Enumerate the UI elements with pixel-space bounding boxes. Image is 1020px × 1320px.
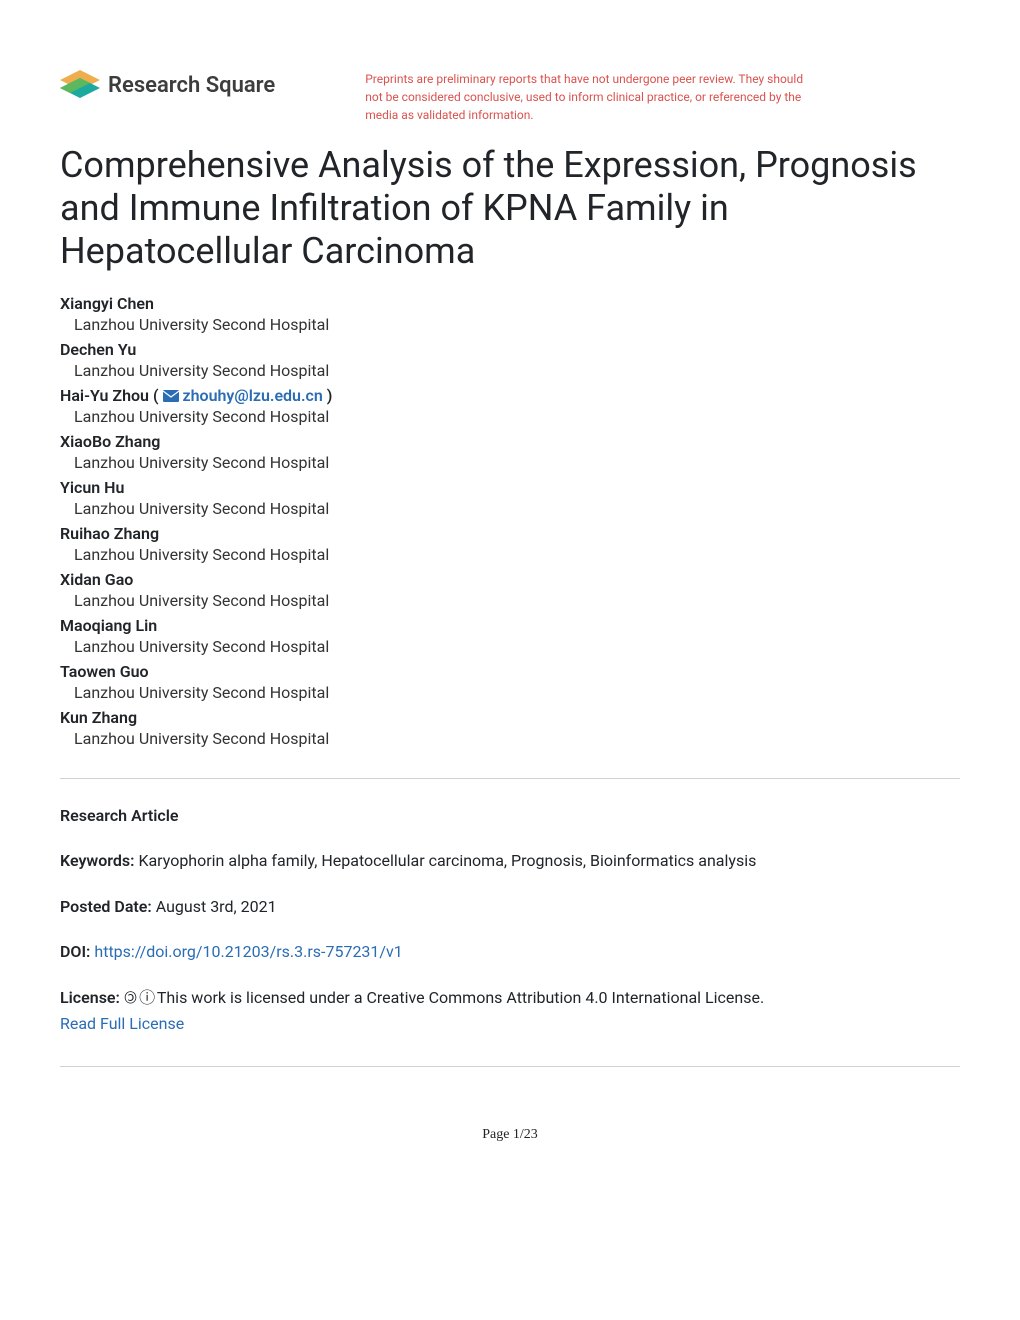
author-block: Taowen Guo Lanzhou University Second Hosp… <box>60 662 960 702</box>
author-name: Taowen Guo <box>60 662 960 681</box>
author-block: Hai-Yu Zhou ( zhouhy@lzu.edu.cn ) Lanzhou… <box>60 386 960 426</box>
author-name: Xiangyi Chen <box>60 294 960 313</box>
author-name: Dechen Yu <box>60 340 960 359</box>
cc-by-icon: ⓘ <box>139 988 153 1007</box>
author-name: XiaoBo Zhang <box>60 432 960 451</box>
section-divider-bottom <box>60 1066 960 1067</box>
author-affiliation: Lanzhou University Second Hospital <box>60 729 960 748</box>
author-affiliation: Lanzhou University Second Hospital <box>60 545 960 564</box>
author-name: Maoqiang Lin <box>60 616 960 635</box>
article-title: Comprehensive Analysis of the Expression… <box>60 144 960 274</box>
doi-link[interactable]: https://doi.org/10.21203/rs.3.rs-757231/… <box>94 942 402 961</box>
logo-section: Research Square <box>60 70 275 100</box>
posted-date-label: Posted Date: <box>60 897 152 916</box>
header-row: Research Square Preprints are preliminar… <box>60 70 960 124</box>
section-divider <box>60 778 960 779</box>
author-affiliation: Lanzhou University Second Hospital <box>60 453 960 472</box>
metadata-section: Research Article Keywords: Karyophorin a… <box>60 803 960 1037</box>
cc-icon: 🄯 <box>124 988 135 1007</box>
author-block: XiaoBo Zhang Lanzhou University Second Ho… <box>60 432 960 472</box>
author-block: Xiangyi Chen Lanzhou University Second Ho… <box>60 294 960 334</box>
keywords-label: Keywords: <box>60 851 134 870</box>
author-affiliation: Lanzhou University Second Hospital <box>60 637 960 656</box>
author-affiliation: Lanzhou University Second Hospital <box>60 499 960 518</box>
keywords-value: Karyophorin alpha family, Hepatocellular… <box>138 851 756 870</box>
license-text: This work is licensed under a Creative C… <box>157 988 764 1007</box>
author-email-link[interactable]: zhouhy@lzu.edu.cn <box>182 386 322 405</box>
research-square-logo-icon <box>60 70 100 100</box>
author-affiliation: Lanzhou University Second Hospital <box>60 315 960 334</box>
author-affiliation: Lanzhou University Second Hospital <box>60 591 960 610</box>
read-full-license-link[interactable]: Read Full License <box>60 1014 184 1033</box>
author-affiliation: Lanzhou University Second Hospital <box>60 407 960 426</box>
author-name: Kun Zhang <box>60 708 960 727</box>
author-block: Xidan Gao Lanzhou University Second Hospi… <box>60 570 960 610</box>
author-block: Ruihao Zhang Lanzhou University Second Ho… <box>60 524 960 564</box>
article-type-label: Research Article <box>60 806 179 825</box>
preprint-disclaimer: Preprints are preliminary reports that h… <box>365 70 805 124</box>
author-name: Xidan Gao <box>60 570 960 589</box>
logo-text: Research Square <box>108 73 275 98</box>
envelope-icon <box>163 390 179 402</box>
posted-date-value: August 3rd, 2021 <box>156 897 277 916</box>
author-name: Hai-Yu Zhou ( zhouhy@lzu.edu.cn ) <box>60 386 960 405</box>
author-block: Maoqiang Lin Lanzhou University Second Ho… <box>60 616 960 656</box>
page-number: Page 1/23 <box>60 1127 960 1143</box>
author-block: Kun Zhang Lanzhou University Second Hospi… <box>60 708 960 748</box>
author-block: Yicun Hu Lanzhou University Second Hospit… <box>60 478 960 518</box>
author-affiliation: Lanzhou University Second Hospital <box>60 361 960 380</box>
authors-list: Xiangyi Chen Lanzhou University Second Ho… <box>60 294 960 748</box>
license-label: License: <box>60 988 120 1007</box>
author-name: Yicun Hu <box>60 478 960 497</box>
author-name: Ruihao Zhang <box>60 524 960 543</box>
author-block: Dechen Yu Lanzhou University Second Hospi… <box>60 340 960 380</box>
doi-label: DOI: <box>60 942 90 961</box>
author-affiliation: Lanzhou University Second Hospital <box>60 683 960 702</box>
